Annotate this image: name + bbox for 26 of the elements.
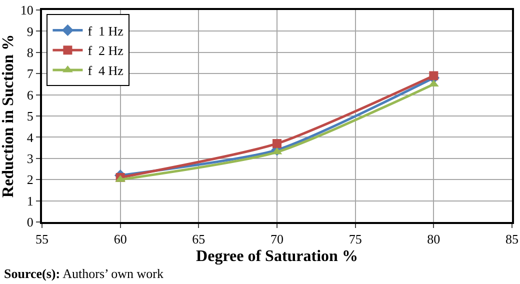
x-tick-label: 85 (506, 232, 518, 247)
point (429, 71, 438, 80)
y-tick-label: 10 (20, 2, 34, 18)
point (272, 139, 282, 148)
y-tick-label: 0 (26, 214, 34, 230)
legend-label: f 4 Hz (88, 63, 124, 78)
y-tick-label: 3 (26, 150, 34, 166)
x-tick-label: 70 (270, 232, 284, 247)
x-tick-label: 75 (348, 232, 362, 247)
x-tick-label: 65 (192, 232, 206, 247)
y-tick-label: 8 (26, 44, 34, 60)
y-tick-label: 2 (26, 172, 34, 188)
y-tick-label: 6 (26, 87, 34, 102)
x-tick-label: 60 (114, 232, 127, 247)
y-axis-title: Reduction in Suction % (0, 34, 17, 198)
y-tick-label: 9 (26, 24, 34, 39)
legend-label: f 2 Hz (88, 43, 124, 58)
x-tick-label: 80 (427, 232, 440, 247)
y-tick-label: 7 (26, 66, 34, 82)
x-axis-title: Degree of Saturation % (196, 248, 358, 265)
x-tick-label: 55 (36, 232, 48, 247)
y-tick-label: 5 (26, 108, 34, 124)
y-tick-label: 1 (26, 193, 34, 208)
source-note: Source(s): Authors’ own work (4, 266, 164, 281)
legend-label: f 1 Hz (88, 23, 124, 38)
y-tick-label: 4 (26, 130, 34, 145)
